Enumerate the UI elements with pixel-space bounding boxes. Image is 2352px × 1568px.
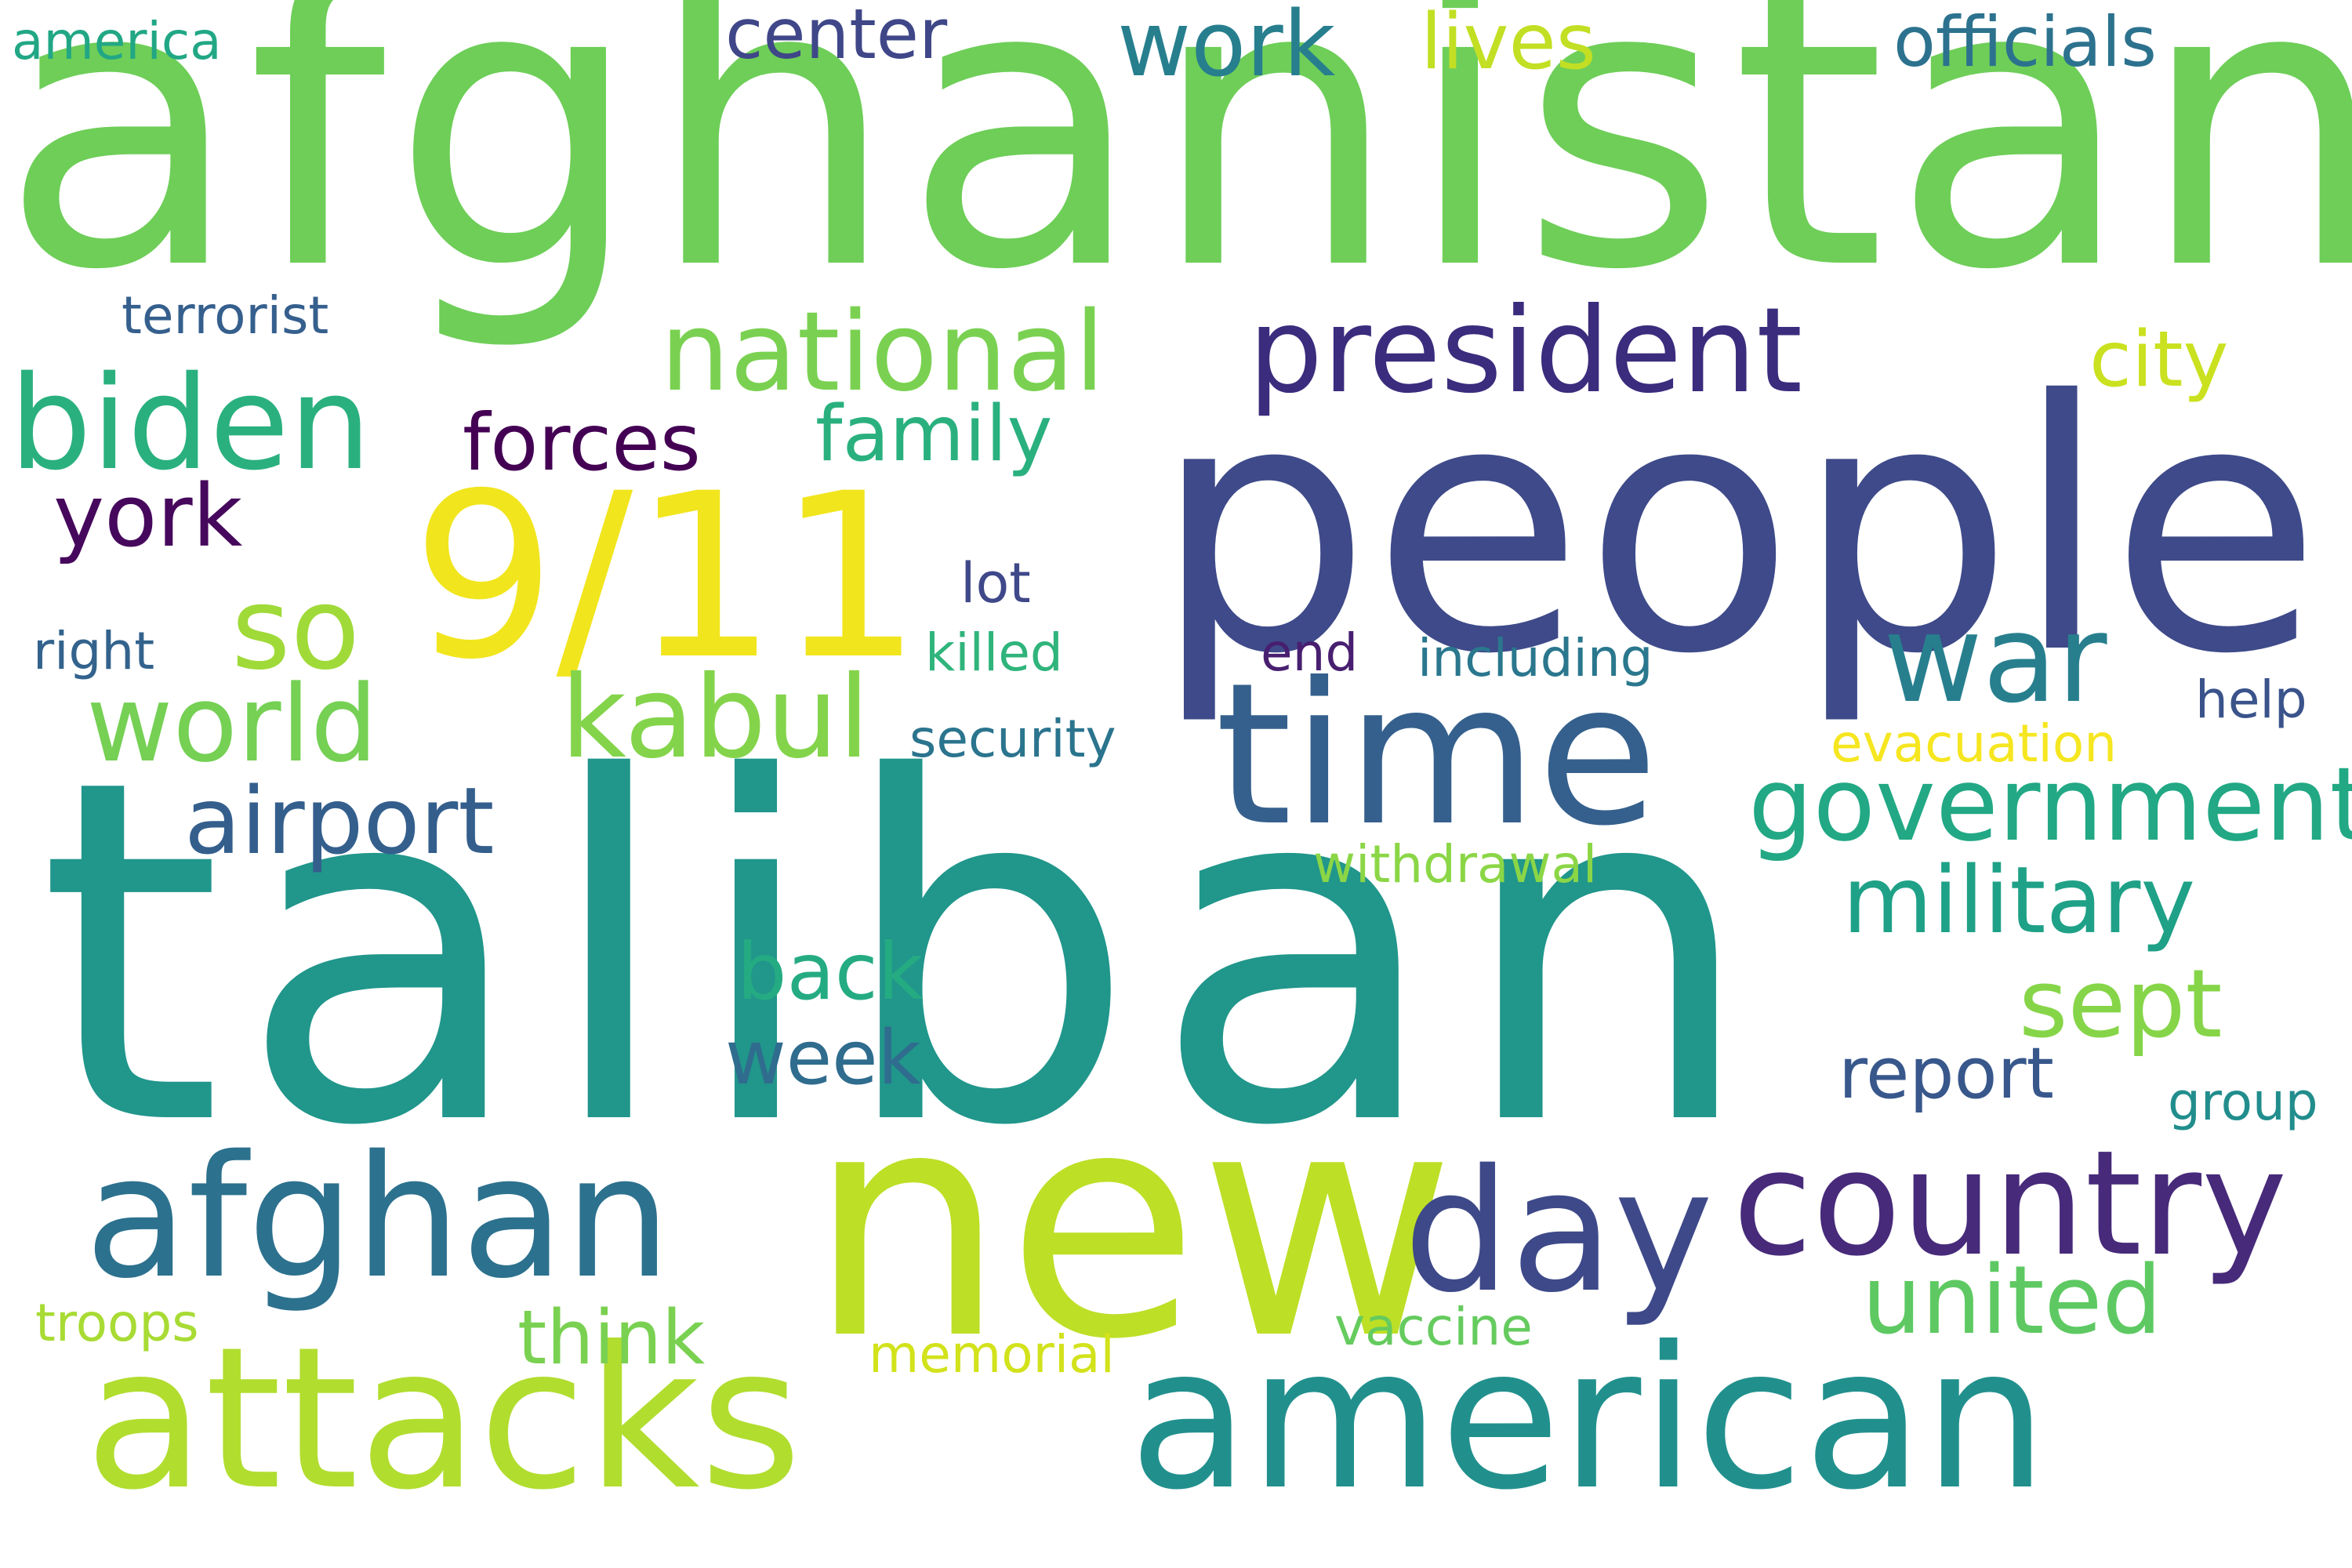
word-day: day [1403, 1133, 1714, 1330]
word-terrorist: terrorist [122, 285, 329, 346]
word-withdrawal: withdrawal [1313, 834, 1598, 895]
word-report: report [1838, 1033, 2054, 1115]
word-memorial: memorial [869, 1324, 1115, 1385]
word-biden: biden [9, 348, 372, 499]
word-end: end [1261, 622, 1359, 683]
word-vaccine: vaccine [1334, 1297, 1533, 1357]
word-family: family [815, 390, 1053, 479]
word-9-11: 9/11 [412, 445, 923, 710]
word-president: president [1248, 283, 1803, 419]
word-work: work [1117, 0, 1336, 97]
word-military: military [1842, 846, 2196, 954]
word-national: national [660, 289, 1105, 416]
word-including: including [1417, 628, 1653, 688]
word-troops: troops [35, 1293, 199, 1353]
word-think: think [517, 1295, 706, 1381]
word-help: help [2195, 670, 2307, 730]
word-lives: lives [1421, 0, 1596, 87]
word-forces: forces [463, 397, 701, 488]
word-time: time [1215, 641, 1658, 869]
word-people: people [1152, 328, 2322, 729]
word-new: new [808, 1044, 1456, 1408]
word-so: so [231, 563, 361, 695]
word-lot: lot [960, 551, 1031, 615]
word-afghanistan: afghanistan [0, 0, 2352, 356]
word-york: york [53, 466, 243, 566]
word-government: government [1748, 745, 2352, 864]
word-airport: airport [184, 767, 495, 875]
word-week: week [725, 1015, 921, 1102]
word-war: war [1883, 588, 2107, 730]
word-taliban: taliban [38, 679, 1773, 1229]
word-united: united [1862, 1247, 2162, 1356]
word-killed: killed [925, 622, 1063, 683]
word-afghan: afghan [85, 1119, 672, 1316]
word-kabul: kabul [561, 652, 870, 784]
word-evacuation: evacuation [1831, 713, 2118, 774]
word-america: america [12, 11, 222, 71]
word-officials: officials [1893, 2, 2157, 82]
word-group: group [2168, 1072, 2318, 1132]
word-right: right [33, 621, 155, 681]
word-security: security [909, 709, 1116, 769]
word-sept: sept [2019, 950, 2223, 1059]
word-city: city [2089, 315, 2229, 405]
word-attacks: attacks [85, 1305, 802, 1533]
word-country: country [1733, 1119, 2288, 1288]
word-center: center [725, 0, 948, 74]
word-world: world [86, 662, 378, 786]
word-american: american [1129, 1305, 2048, 1533]
word-back: back [737, 926, 924, 1018]
